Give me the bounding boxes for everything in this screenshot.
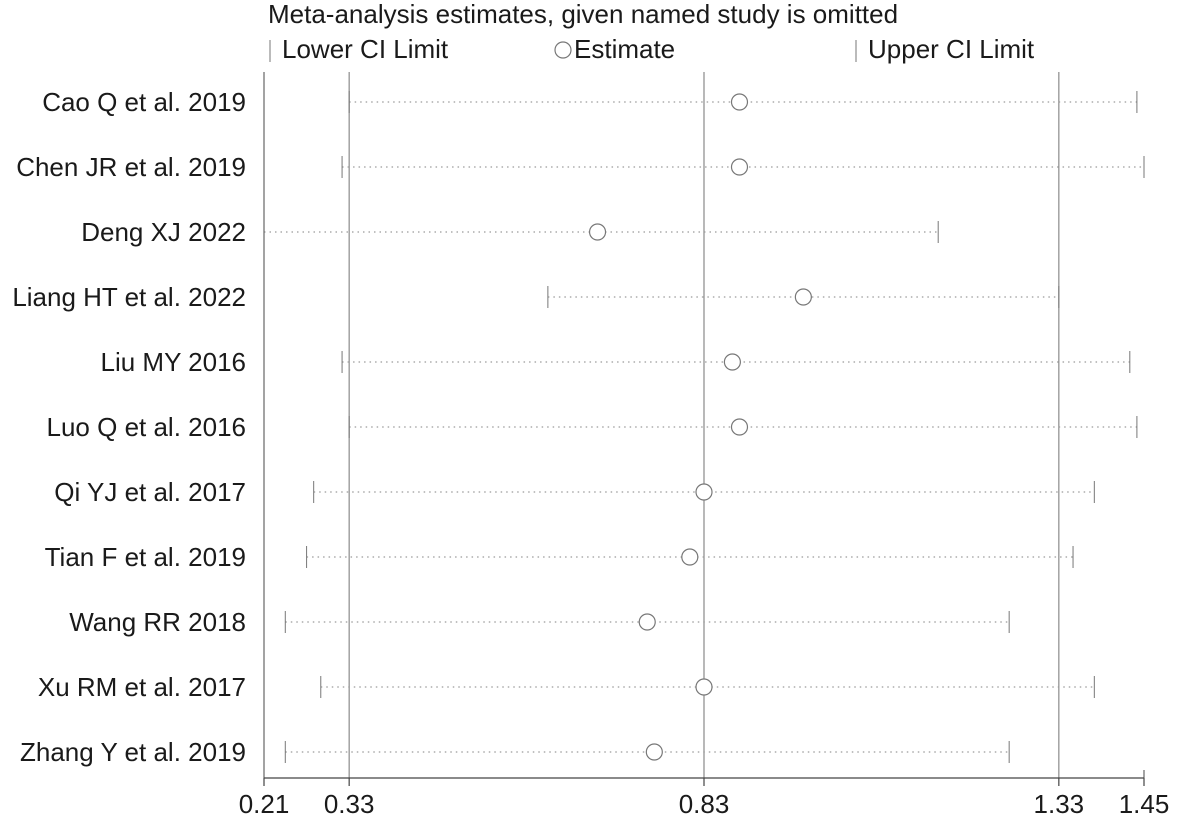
reference-lines [348,72,1060,778]
estimate-point [723,353,741,371]
study-row: Luo Q et al. 2016 [47,412,1138,442]
legend-upper-label: Upper CI Limit [868,34,1035,64]
study-row: Deng XJ 2022 [81,217,939,247]
estimate-point [695,678,713,696]
study-label: Deng XJ 2022 [81,217,246,247]
estimate-point [695,483,713,501]
x-axis: 0.21 0.33 0.83 1.33 1.45 [239,72,1170,818]
legend-estimate-label: Estimate [574,34,675,64]
x-tick-label: 1.33 [1034,789,1085,818]
study-row: Tian F et al. 2019 [45,542,1074,572]
study-label: Tian F et al. 2019 [45,542,246,572]
study-label: Zhang Y et al. 2019 [20,737,246,767]
estimate-point [588,223,607,241]
legend: Lower CI Limit Estimate Upper CI Limit [269,34,1035,64]
estimate-point [794,288,812,306]
study-label: Luo Q et al. 2016 [47,412,246,442]
estimate-point [730,93,749,111]
estimate-point [645,743,663,761]
study-row: Liu MY 2016 [100,347,1131,377]
study-label: Liu MY 2016 [100,347,246,377]
estimate-point [730,158,749,176]
study-rows: Cao Q et al. 2019 Chen JR et al. 2019 Deng… [12,87,1145,767]
study-label: Qi YJ et al. 2017 [54,477,246,507]
study-row: Zhang Y et al. 2019 [20,737,1010,767]
estimate-point [730,418,749,436]
x-tick-label: 0.33 [324,789,375,818]
study-label: Chen JR et al. 2019 [16,152,246,182]
study-row: Liang HT et al. 2022 [12,282,1060,312]
estimate-point [681,548,699,566]
study-row: Qi YJ et al. 2017 [54,477,1095,507]
study-label: Liang HT et al. 2022 [12,282,246,312]
study-label: Cao Q et al. 2019 [42,87,246,117]
x-tick-label: 1.45 [1119,789,1170,818]
legend-estimate-marker [554,41,572,59]
legend-lower-label: Lower CI Limit [282,34,449,64]
study-label: Wang RR 2018 [69,607,246,637]
study-row: Chen JR et al. 2019 [16,152,1145,182]
study-label: Xu RM et al. 2017 [38,672,246,702]
x-tick-label: 0.83 [679,789,730,818]
study-row: Xu RM et al. 2017 [38,672,1095,702]
x-tick-label: 0.21 [239,789,290,818]
study-row: Cao Q et al. 2019 [42,87,1138,117]
chart-title: Meta-analysis estimates, given named stu… [268,0,898,29]
study-row: Wang RR 2018 [69,607,1010,637]
estimate-point [638,613,656,631]
